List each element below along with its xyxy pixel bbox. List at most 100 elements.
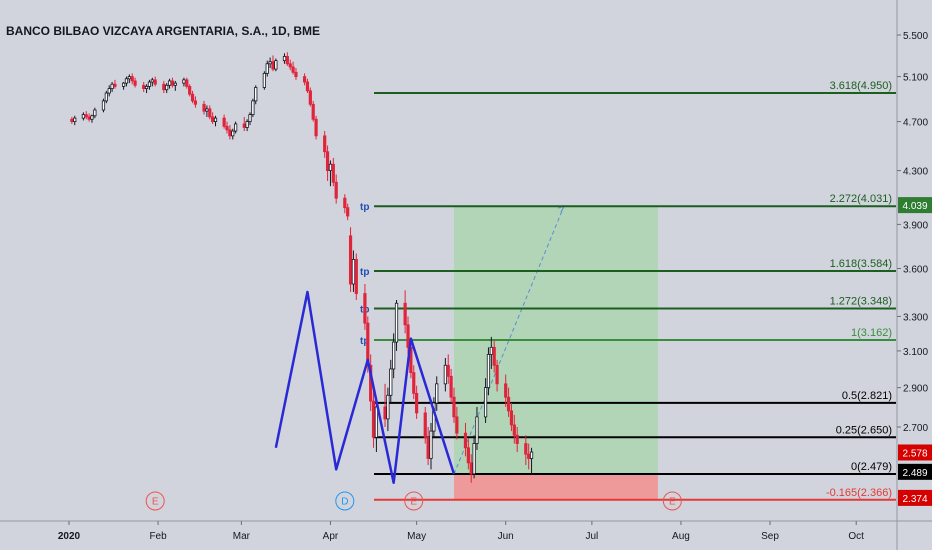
dividend-marker[interactable]: D — [335, 491, 355, 511]
candle — [165, 83, 169, 94]
candle — [469, 454, 473, 483]
candle — [354, 253, 358, 300]
candle — [185, 77, 189, 89]
candle — [472, 435, 476, 479]
price-tick-label: 2.900 — [903, 384, 928, 395]
time-tick-label: 2020 — [58, 531, 81, 542]
time-tick-label: Sep — [761, 531, 779, 542]
candle — [274, 58, 278, 72]
position-stop-zone[interactable] — [453, 474, 658, 500]
chart-title: BANCO BILBAO VIZCAYA ARGENTARIA, S.A., 1… — [6, 24, 320, 38]
candle — [110, 82, 114, 92]
earnings-marker[interactable]: E — [404, 491, 424, 511]
candle — [466, 439, 470, 470]
candle — [415, 385, 419, 419]
price-tick-label: 3.900 — [903, 220, 928, 231]
candle — [147, 79, 152, 90]
time-tick-label: May — [407, 531, 426, 542]
candle — [302, 73, 307, 86]
candle — [305, 78, 310, 94]
candle — [403, 290, 407, 334]
candle — [288, 59, 292, 71]
time-axis[interactable]: 2020 Feb Mar Apr May Jun Jul Aug Sep Oct — [58, 521, 864, 542]
candle — [182, 77, 186, 87]
candle — [328, 160, 333, 187]
time-tick-label: Feb — [149, 531, 167, 542]
candle — [389, 359, 393, 404]
candle — [70, 116, 74, 124]
candle — [73, 115, 77, 126]
candle — [87, 113, 91, 122]
pattern-zigzag[interactable] — [274, 290, 456, 485]
candle — [153, 76, 157, 87]
candle — [386, 387, 390, 432]
candle — [506, 387, 511, 417]
price-axis[interactable]: 5.500 5.100 4.700 4.300 3.900 3.600 3.300 3.100… — [897, 31, 928, 434]
candle — [406, 316, 410, 355]
candle — [211, 112, 215, 124]
candle — [492, 340, 496, 373]
candle — [144, 84, 149, 94]
candle — [351, 250, 356, 292]
price-badge: 2.374 — [898, 489, 932, 506]
candle — [343, 194, 347, 214]
fib-level-label: 0.5(2.821) — [842, 390, 892, 402]
price-tick-label: 4.300 — [903, 167, 928, 178]
price-tick-label: 3.300 — [903, 312, 928, 323]
candle — [483, 378, 488, 423]
candle — [325, 145, 330, 181]
candle — [446, 354, 450, 384]
fib-levels: 3.618(4.950) 2.272(4.031) tp 1.618(3.584) tp… — [360, 80, 896, 501]
event-marker-label: E — [669, 497, 676, 508]
event-marker-label: D — [341, 497, 348, 508]
candle — [202, 100, 206, 115]
candle — [107, 85, 111, 97]
candle — [429, 422, 433, 470]
event-marker-label: E — [152, 497, 159, 508]
candle — [426, 427, 430, 466]
candle — [452, 387, 456, 423]
candle — [323, 131, 327, 158]
candle — [113, 79, 117, 89]
time-tick-label: Jun — [498, 531, 514, 542]
candle — [435, 376, 439, 411]
candle — [308, 87, 312, 107]
candle — [311, 100, 315, 122]
earnings-marker[interactable]: E — [662, 491, 682, 511]
price-tick-label: 5.100 — [903, 73, 928, 84]
candle — [512, 414, 516, 444]
candle — [346, 203, 350, 221]
time-tick-label: Aug — [672, 531, 690, 542]
candle — [104, 90, 108, 104]
candle — [228, 125, 232, 140]
price-tick-label: 3.600 — [903, 265, 928, 276]
price-badge-label: 2.578 — [902, 448, 927, 459]
candle — [231, 128, 235, 140]
candle — [504, 374, 508, 407]
event-marker-label: E — [410, 497, 417, 508]
candle — [234, 121, 238, 134]
candle — [495, 359, 499, 392]
candle — [173, 80, 177, 91]
candle — [455, 406, 459, 440]
price-tick-label: 5.500 — [903, 31, 928, 42]
candle — [527, 443, 531, 470]
candle — [383, 383, 387, 427]
candle — [121, 82, 126, 90]
candle — [449, 368, 453, 404]
candle — [282, 53, 287, 64]
candle — [205, 105, 209, 117]
earnings-marker[interactable]: E — [145, 491, 165, 511]
candle — [486, 347, 491, 396]
fib-level-label: 1.618(3.584) — [830, 258, 892, 270]
price-tick-label: 3.100 — [903, 347, 928, 358]
fib-level-label: 1(3.162) — [851, 327, 892, 339]
candle — [245, 119, 249, 132]
candle — [167, 78, 172, 89]
candle — [142, 82, 146, 92]
candle — [150, 77, 154, 87]
take-profit-label: tp — [360, 336, 369, 347]
candle — [254, 85, 258, 105]
projection-line — [453, 206, 565, 475]
